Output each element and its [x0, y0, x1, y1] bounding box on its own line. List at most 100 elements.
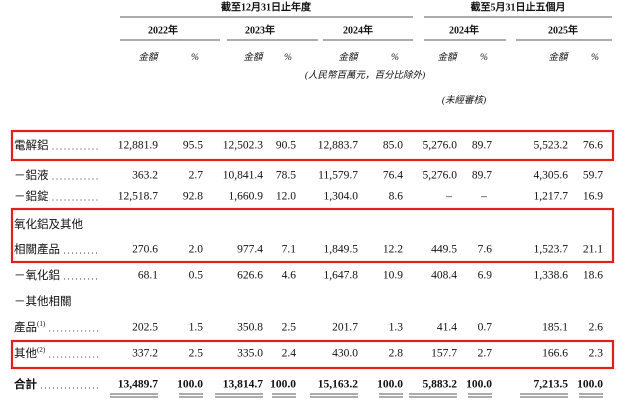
pct-cell: 2.3	[589, 348, 604, 360]
amount-cell: 41.4	[437, 322, 457, 334]
pct-cell: 92.8	[183, 191, 203, 203]
pct-header: %	[591, 53, 599, 63]
amount-cell: 1,849.5	[324, 244, 359, 256]
pct-cell: 16.9	[583, 191, 603, 203]
highlight-box	[10, 129, 615, 162]
pct-cell: 1.5	[189, 322, 204, 334]
amount-cell: 12,502.3	[223, 140, 264, 152]
amount-cell: 1,304.0	[324, 191, 359, 203]
pct-cell: 85.0	[383, 140, 403, 152]
pct-cell: 59.7	[583, 170, 603, 182]
amount-cell: 157.7	[431, 348, 457, 360]
amount-cell: 166.6	[542, 348, 568, 360]
pct-cell: 10.9	[383, 270, 403, 282]
row-label: －鋁液	[14, 168, 49, 182]
amount-cell: 335.0	[237, 348, 263, 360]
row-label-text: 電解鋁	[14, 138, 49, 152]
pct-cell: 21.1	[583, 244, 603, 256]
pct-cell: 2.5	[282, 322, 297, 334]
pct-cell: 2.7	[189, 170, 204, 182]
group-title: 截至12月31日止年度	[221, 0, 312, 13]
pct-cell: 7.1	[282, 244, 297, 256]
unaudited-note: (未經審核)	[442, 94, 486, 106]
amount-cell: 11,579.7	[318, 170, 358, 182]
pct-cell: 12.2	[383, 244, 403, 256]
row-label: 合計	[14, 377, 37, 391]
pct-cell: 89.7	[472, 170, 492, 182]
amount-cell: 13,814.7	[223, 379, 264, 391]
pct-cell: 6.9	[478, 270, 493, 282]
amount-cell: 5,883.2	[423, 379, 458, 391]
pct-header: %	[480, 53, 488, 63]
amount-cell: 10,841.4	[223, 170, 264, 182]
year-header: 2025年	[548, 23, 578, 36]
highlight-box	[10, 207, 615, 264]
pct-cell: 4.6	[282, 270, 297, 282]
amount-header: 金額	[243, 51, 264, 63]
amount-cell: 337.2	[132, 348, 158, 360]
amount-cell: 12,883.7	[318, 140, 359, 152]
pct-cell: 2.0	[189, 244, 204, 256]
year-header: 2024年	[449, 23, 479, 36]
amount-cell: 1,647.8	[324, 270, 359, 282]
amount-cell: 626.6	[237, 270, 263, 282]
amount-cell: 15,163.2	[318, 379, 359, 391]
year-header: 2024年	[343, 23, 373, 36]
group-title: 截至5月31日止五個月	[471, 0, 566, 13]
row-label-text: －其他相關	[14, 295, 72, 308]
amount-cell: 12,518.7	[118, 191, 159, 203]
amount-cell: 7,213.5	[534, 379, 569, 391]
pct-cell: 100.0	[177, 379, 203, 391]
pct-cell: 89.7	[472, 140, 492, 152]
row-label-text: 相關產品	[14, 242, 60, 256]
pct-cell: 2.7	[478, 348, 493, 360]
amount-cell: 12,881.9	[118, 140, 159, 152]
amount-cell: 270.6	[132, 244, 158, 256]
row-label: 產品(1)	[14, 320, 46, 334]
row-label-text: －氧化鋁	[14, 268, 60, 282]
amount-cell: 430.0	[332, 348, 358, 360]
pct-cell: 95.5	[183, 140, 203, 152]
pct-header: %	[391, 53, 399, 63]
pct-cell: 12.0	[276, 191, 296, 203]
row-label-text: 其他	[14, 347, 37, 360]
amount-header: 金額	[138, 51, 159, 63]
pct-cell: 78.5	[276, 170, 296, 182]
amount-cell: 5,276.0	[423, 140, 458, 152]
pct-cell: 2.4	[282, 348, 297, 360]
amount-cell: 1,338.6	[534, 270, 569, 282]
footnote-ref: (2)	[37, 346, 46, 354]
amount-cell: 363.2	[132, 170, 158, 182]
row-label-text: －鋁錠	[14, 189, 49, 203]
amount-cell: 1,217.7	[534, 191, 569, 203]
amount-cell: 350.8	[237, 322, 263, 334]
row-label-text: 產品	[14, 320, 37, 334]
pct-cell: 8.6	[389, 191, 404, 203]
amount-cell: 977.4	[237, 244, 263, 256]
amount-cell: 1,523.7	[534, 244, 569, 256]
row-label: 相關產品	[14, 242, 60, 256]
pct-cell: 2.5	[189, 348, 204, 360]
row-label: 氧化鋁及其他	[14, 217, 83, 231]
pct-cell: 76.6	[583, 140, 603, 152]
amount-cell: 1,660.9	[229, 191, 264, 203]
pct-cell: 90.5	[276, 140, 296, 152]
pct-cell: 1.3	[389, 322, 404, 334]
footnote-ref: (1)	[37, 320, 46, 328]
row-label-text: 氧化鋁及其他	[14, 217, 83, 231]
amount-header: 金額	[338, 51, 359, 63]
year-header: 2023年	[245, 23, 275, 36]
amount-cell: 5,523.2	[534, 140, 569, 152]
pct-header: %	[191, 53, 199, 63]
row-label: －其他相關	[14, 295, 72, 308]
highlight-box	[10, 339, 615, 370]
amount-cell: 4,305.6	[534, 170, 569, 182]
unit-note: (人民幣百萬元，百分比除外)	[305, 69, 425, 81]
row-label: 其他(2)	[14, 346, 46, 360]
amount-cell: 5,276.0	[423, 170, 458, 182]
amount-cell: 202.5	[132, 322, 158, 334]
amount-header: 金額	[437, 51, 458, 63]
pct-cell: 18.6	[583, 270, 603, 282]
pct-cell: 100.0	[270, 379, 296, 391]
